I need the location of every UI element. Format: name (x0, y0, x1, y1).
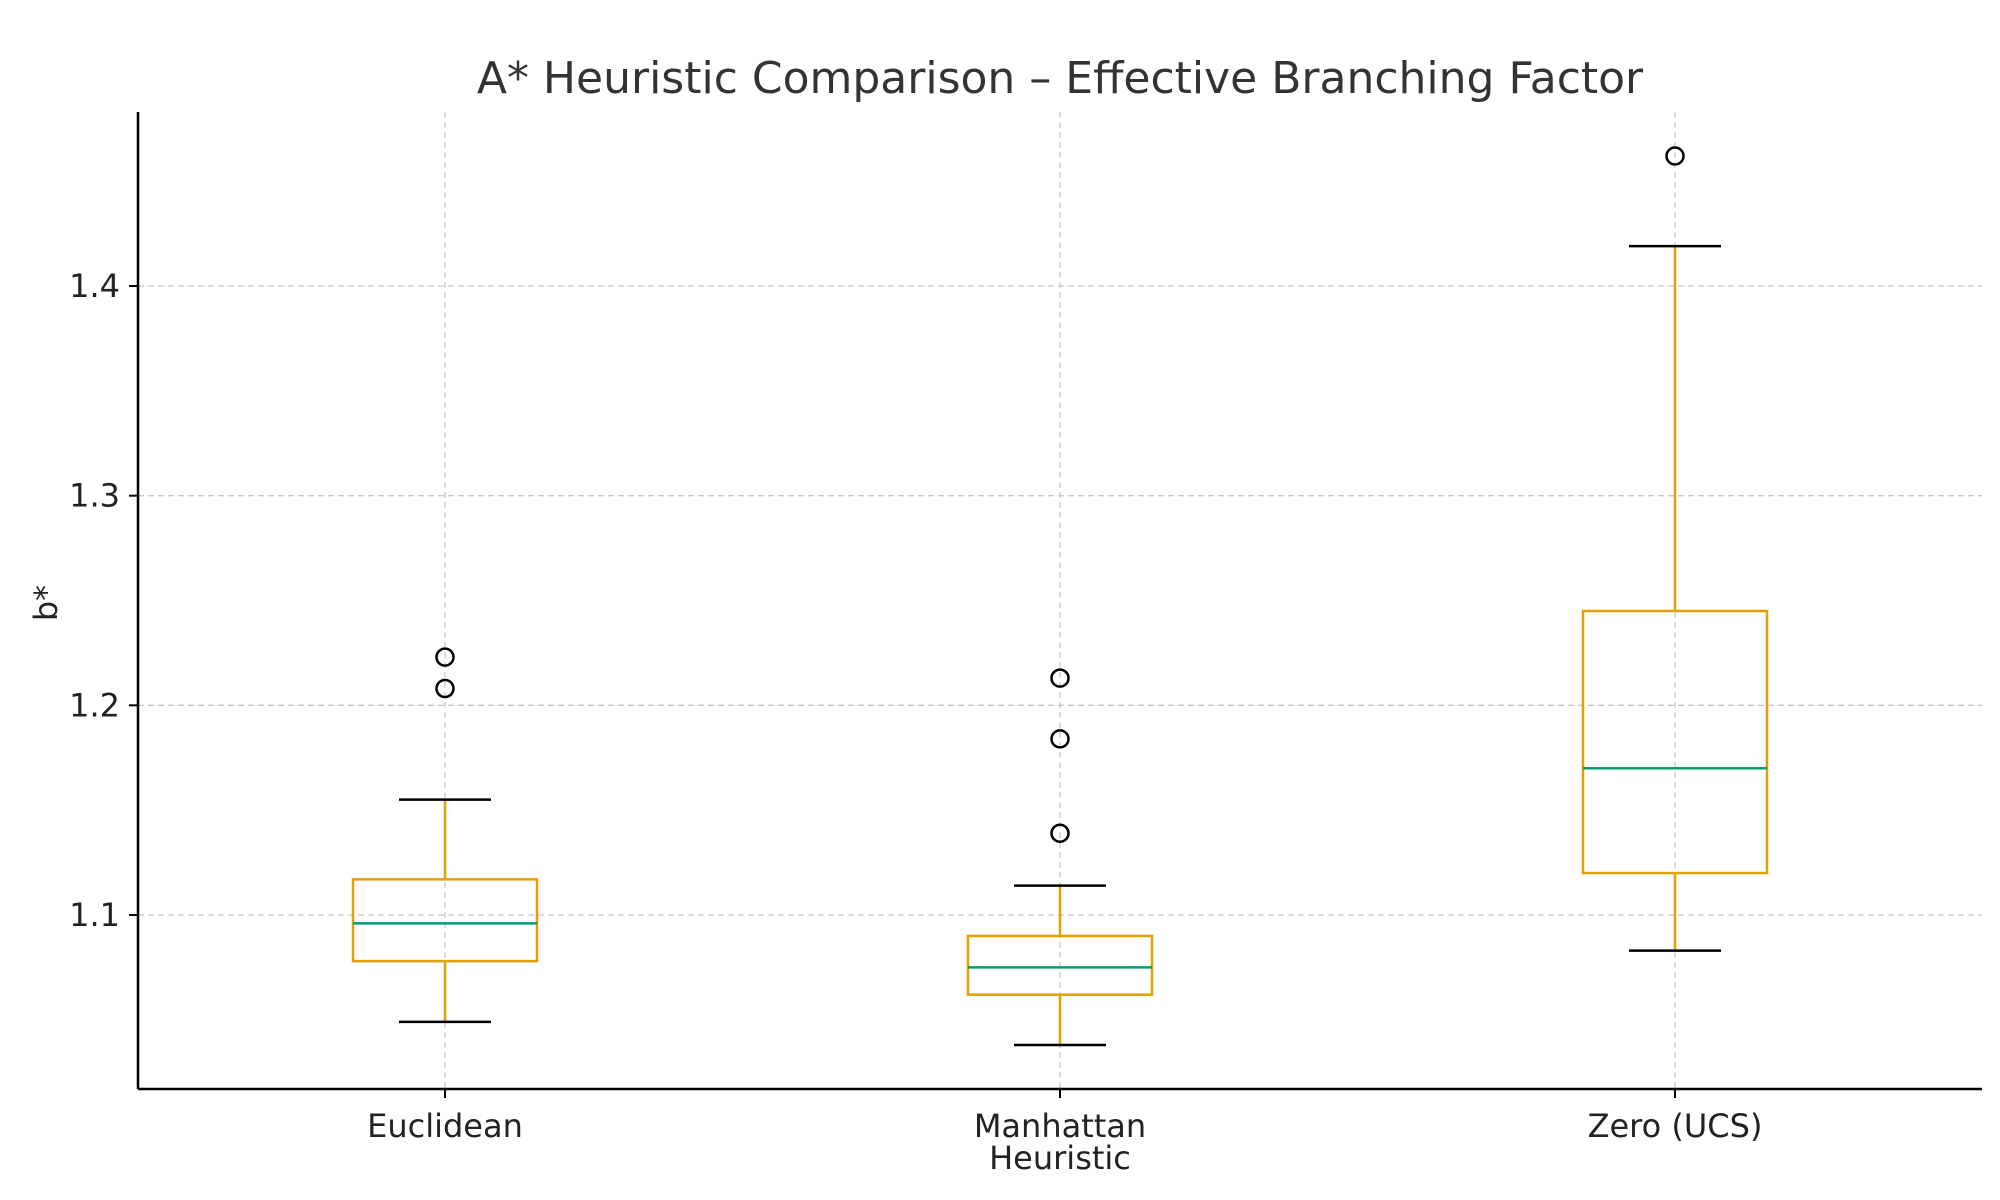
outlier-point (1665, 146, 1685, 166)
iqr-box (351, 878, 539, 963)
outlier-point (1050, 729, 1070, 749)
iqr-box (966, 934, 1154, 996)
x-tick-label: Euclidean (367, 1107, 523, 1145)
chart-title: A* Heuristic Comparison – Effective Bran… (477, 53, 1644, 104)
outlier-point (435, 678, 455, 699)
y-axis-label: b* (27, 585, 65, 621)
y-tick-label: 1.4 (69, 267, 120, 305)
x-tick-label: Manhattan (974, 1107, 1146, 1145)
outlier-point (435, 647, 455, 667)
box-group-manhattan (966, 668, 1154, 1047)
x-axis-label: Heuristic (989, 1139, 1131, 1177)
x-tick-label: Zero (UCS) (1588, 1107, 1763, 1145)
box-group-euclidean (351, 647, 539, 1024)
box-layer (351, 146, 1769, 1047)
outlier-point (1050, 823, 1070, 843)
grid-layer (138, 112, 1982, 1089)
y-tick-label: 1.2 (69, 686, 120, 724)
y-tick-label: 1.3 (69, 477, 120, 515)
y-tick-label: 1.1 (69, 896, 120, 934)
box-group-zero-ucs (1581, 146, 1769, 952)
outlier-point (1050, 668, 1070, 688)
iqr-box (1581, 609, 1769, 875)
label-layer: 1.1 1.2 1.3 1.4 Euclidean Manhattan Zero (UCS) (69, 267, 1762, 1145)
